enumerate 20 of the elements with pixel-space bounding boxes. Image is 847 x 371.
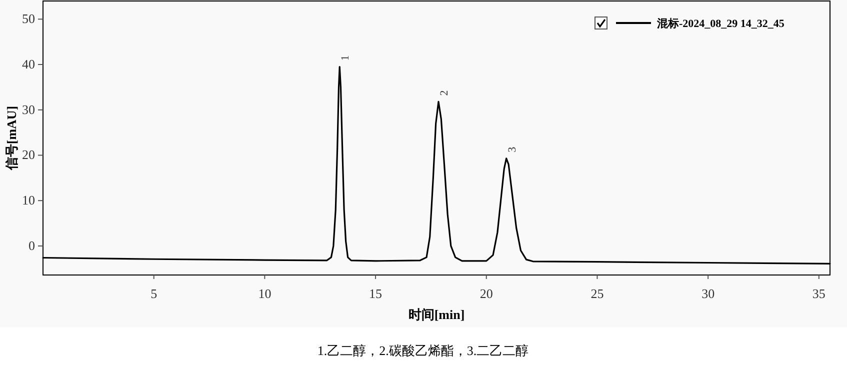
y-tick-label: 50 bbox=[22, 11, 35, 26]
x-axis-title: 时间[min] bbox=[408, 307, 465, 322]
y-tick-label: 0 bbox=[28, 238, 35, 253]
legend-label: 混标-2024_08_29 14_32_45 bbox=[656, 17, 785, 30]
x-tick-label: 5 bbox=[150, 286, 158, 301]
x-tick-label: 15 bbox=[369, 286, 382, 301]
x-tick-label: 20 bbox=[480, 286, 493, 301]
x-tick-label: 10 bbox=[258, 286, 272, 301]
x-tick-label: 30 bbox=[702, 286, 715, 301]
x-tick-label: 25 bbox=[590, 286, 604, 301]
y-tick-label: 10 bbox=[22, 192, 35, 208]
y-tick-label: 20 bbox=[22, 147, 35, 162]
x-tick-label: 35 bbox=[812, 286, 826, 301]
y-tick-label: 30 bbox=[22, 102, 35, 117]
y-axis-title: 信号[mAU] bbox=[4, 106, 19, 172]
text: 1.乙二醇，2.碳酸乙烯酯，3.二乙二醇 bbox=[317, 343, 529, 358]
annotation: 3 bbox=[506, 146, 518, 152]
annotation: 2 bbox=[438, 90, 450, 96]
y-tick-label: 40 bbox=[22, 56, 35, 72]
annotation: 1 bbox=[340, 55, 352, 61]
